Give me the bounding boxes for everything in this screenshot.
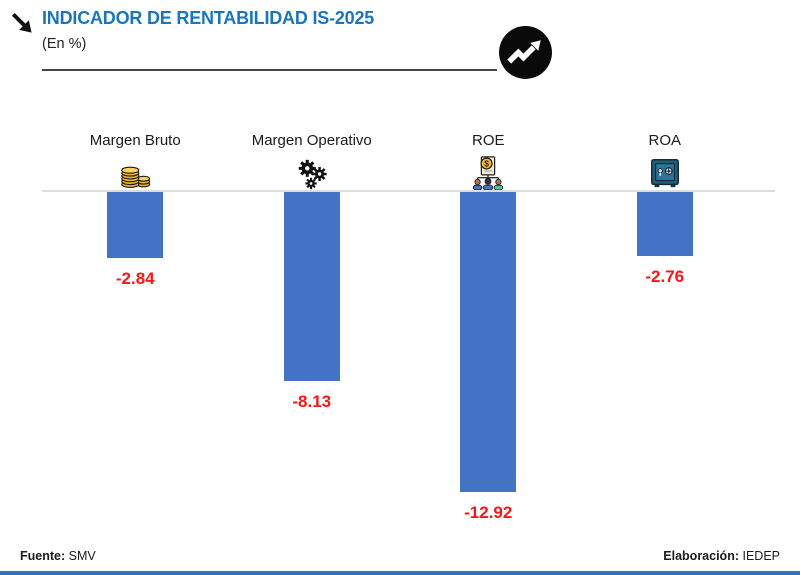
bar-group-roe: ROE $ <box>400 132 577 523</box>
coins-icon <box>118 154 152 190</box>
elaboration-label: Elaboración: <box>663 549 739 563</box>
chart-unit-subtitle: (En %) <box>42 36 87 52</box>
category-label: Margen Bruto <box>89 132 181 149</box>
category-label: ROE <box>471 132 505 149</box>
bottom-accent-strip <box>0 571 800 575</box>
category-label: Margen Operativo <box>251 132 372 149</box>
bar-group-roa: ROA -2.76 <box>577 132 754 523</box>
safe-icon <box>648 154 682 190</box>
svg-text:$: $ <box>485 159 490 168</box>
value-label: -8.13 <box>292 392 332 411</box>
category-label: ROA <box>648 132 681 149</box>
bar-group-margen-bruto: Margen Bruto -2. <box>47 132 224 523</box>
page-title: INDICADOR DE RENTABILIDAD IS-2025 <box>42 8 375 28</box>
source-note: Fuente: SMV <box>20 549 96 563</box>
gears-icon <box>295 154 329 190</box>
header-divider <box>42 69 497 71</box>
bar-group-margen-operativo: Margen Operativo <box>224 132 401 523</box>
bar-roe <box>460 192 517 492</box>
source-label: Fuente: <box>20 549 66 563</box>
elaboration-value: IEDEP <box>742 549 780 563</box>
elaboration-note: Elaboración: IEDEP <box>663 549 780 563</box>
source-value: SMV <box>68 549 96 563</box>
value-label: -2.84 <box>115 269 155 288</box>
people-money-icon: $ <box>470 154 506 190</box>
bar-margen-bruto <box>107 192 164 258</box>
trend-up-circle-icon <box>499 26 552 79</box>
bar-roa <box>636 192 693 256</box>
bar-margen-operativo <box>283 192 340 381</box>
value-label: -12.92 <box>464 503 513 522</box>
bar-chart: Margen Bruto -2. <box>47 132 753 523</box>
value-label: -2.76 <box>645 267 685 286</box>
arrow-down-right-icon <box>11 12 32 33</box>
axis-baseline <box>42 190 775 192</box>
